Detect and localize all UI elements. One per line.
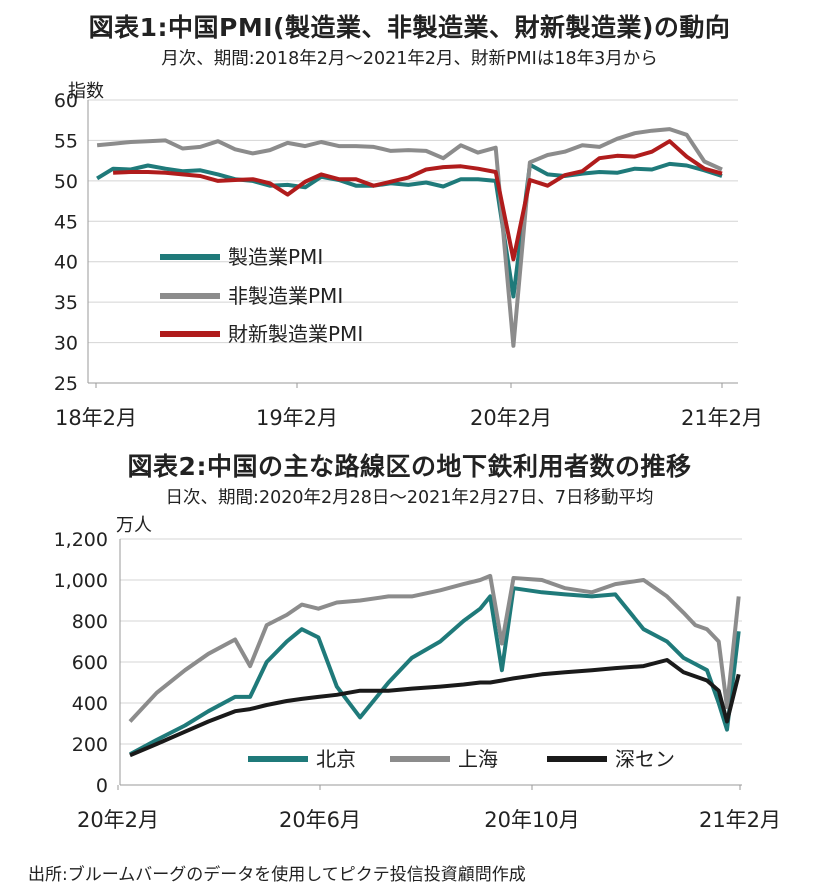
chart2-subtitle: 日次、期間:2020年2月28日〜2021年2月27日、7日移動平均: [165, 488, 654, 508]
chart1-unit-label: 指数: [68, 81, 104, 102]
chart1-series-line-2: [96, 127, 723, 348]
chart1-legend-label: 製造業PMI: [228, 245, 323, 269]
chart1-title: 図表1:中国PMI(製造業、非製造業、財新製造業)の動向: [88, 13, 731, 42]
chart2-x-tick-label: 21年2月: [699, 808, 781, 832]
chart2-x-tick-label: 20年6月: [279, 808, 361, 832]
chart2-y-tick-label: 1,000: [54, 570, 108, 592]
chart2-legend-label: 北京: [316, 747, 356, 771]
chart2-legend-label: 深セン: [615, 747, 675, 771]
chart1-plot: 25 30 35 40 45 50 55 60 18年2月 19年2月 20年2月 21年2月 製造業P…: [54, 90, 763, 430]
chart1-y-tick-label: 25: [54, 373, 78, 395]
chart1-x-tick-label: 21年2月: [681, 406, 763, 430]
chart1-series-line-1: [96, 161, 723, 299]
chart1-x-tick-label: 19年2月: [256, 406, 338, 430]
chart1-y-tick-label: 45: [54, 211, 78, 233]
chart2-series-line-3: [129, 658, 741, 758]
chart2-y-tick-label: 1,200: [54, 529, 108, 551]
source-note: 出所:ブルームバーグのデータを使用してピクテ投信投資顧問作成: [28, 865, 526, 885]
chart2-y-tick-label: 400: [72, 693, 108, 715]
chart1-y-tick-label: 50: [54, 171, 78, 193]
chart2-unit-label: 万人: [116, 515, 152, 536]
chart1-y-tick-label: 60: [54, 90, 78, 112]
chart1-x-tick-label: 18年2月: [55, 406, 137, 430]
chart2-y-tick-label: 800: [72, 611, 108, 633]
chart2-y-tick-label: 0: [96, 775, 108, 797]
chart2-series-line-1: [129, 586, 741, 757]
chart1-legend-label: 財新製造業PMI: [228, 322, 363, 346]
chart2-legend-label: 上海: [458, 747, 498, 771]
chart1-series-line-3: [113, 139, 723, 262]
chart2-series-line-2: [128, 573, 741, 723]
chart2-y-tick-label: 200: [72, 734, 108, 756]
chart2-title: 図表2:中国の主な路線区の地下鉄利用者数の推移: [127, 452, 692, 481]
chart2-plot: 0 200 400 600 800 1,000 1,200 20年2月 20年6月 20年10月 2…: [54, 529, 781, 832]
chart1-subtitle: 月次、期間:2018年2月〜2021年2月、財新PMIは18年3月から: [161, 49, 658, 69]
chart1-legend-label: 非製造業PMI: [228, 284, 343, 308]
chart1-y-tick-label: 30: [54, 333, 78, 355]
chart1-y-tick-label: 40: [54, 252, 78, 274]
chart2-y-tick-label: 600: [72, 652, 108, 674]
chart1-y-tick-label: 35: [54, 292, 78, 314]
chart2-x-tick-label: 20年2月: [77, 808, 159, 832]
chart1-x-tick-label: 20年2月: [470, 406, 552, 430]
chart2-x-tick-label: 20年10月: [484, 808, 579, 832]
chart1-y-tick-label: 55: [54, 130, 78, 152]
